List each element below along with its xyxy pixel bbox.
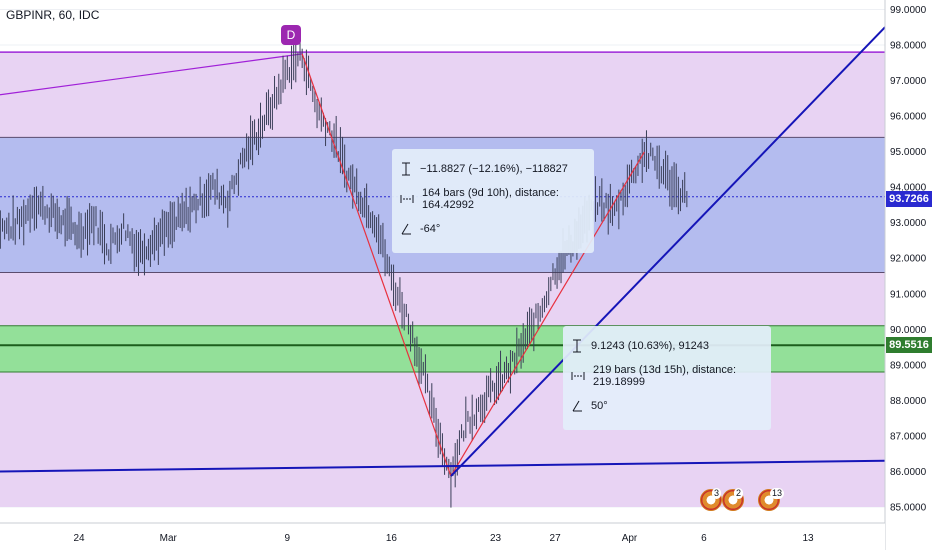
measure2-bars-text: 219 bars (13d 15h), distance: 219.18999 [593, 364, 737, 388]
measure2-bars-row: 219 bars (13d 15h), distance: 219.18999 [563, 361, 771, 391]
measure1-bars-text: 164 bars (9d 10h), distance: 164.42992 [422, 187, 559, 211]
y-tick-label: 89.0000 [890, 360, 927, 371]
x-tick-label: 16 [386, 533, 398, 544]
measure2-price-text: 9.1243 (10.63%), 91243 [591, 340, 710, 352]
y-tick-label: 96.0000 [890, 112, 927, 123]
zone-purple [0, 52, 885, 507]
measurement-box-2: 9.1243 (10.63%), 91243 219 bars (13d 15h… [563, 326, 771, 430]
measure2-angle-text: 50° [591, 400, 608, 412]
measure1-angle-text: -64° [420, 223, 441, 235]
y-tick-label: 90.0000 [890, 325, 927, 336]
dividend-marker[interactable]: D [281, 25, 301, 45]
angle-icon [401, 223, 411, 235]
y-tick-label: 85.0000 [890, 503, 927, 514]
y-tick-label: 95.0000 [890, 147, 927, 158]
x-tick-label: Mar [160, 533, 178, 544]
y-tick-label: 88.0000 [890, 396, 927, 407]
y-tick-label: 86.0000 [890, 467, 927, 478]
price-axis-background [885, 0, 932, 550]
x-tick-label: 27 [550, 533, 562, 544]
price-range-icon [573, 339, 581, 353]
measurement-box-1: −11.8827 (−12.16%), −118827 164 bars (9d… [392, 149, 594, 253]
x-tick-label: Apr [622, 533, 638, 544]
x-tick-label: 13 [802, 533, 814, 544]
measure1-price-text: −11.8827 (−12.16%), −118827 [420, 163, 568, 175]
y-tick-label: 94.0000 [890, 183, 927, 194]
current-price-tag: 93.7266 [886, 191, 932, 207]
measure1-bars-row: 164 bars (9d 10h), distance: 164.42992 [392, 184, 594, 214]
level-price-tag: 89.5516 [886, 337, 932, 353]
time-axis-background [0, 523, 885, 550]
y-tick-label: 97.0000 [890, 76, 927, 87]
y-tick-label: 98.0000 [890, 41, 927, 52]
support-trendline [0, 459, 886, 473]
ascending-trendline [450, 26, 886, 477]
bars-range-icon [571, 372, 585, 380]
x-tick-label: 24 [73, 533, 85, 544]
y-tick-label: 87.0000 [890, 431, 927, 442]
measure1-angle-row: -64° [392, 214, 594, 244]
bars-range-icon [400, 195, 414, 203]
y-tick-label: 93.0000 [890, 218, 927, 229]
event-flag-count: 2 [734, 488, 744, 499]
angle-icon [572, 400, 582, 412]
x-tick-label: 23 [490, 533, 502, 544]
x-tick-label: 6 [701, 533, 707, 544]
event-flag-count: 3 [712, 488, 722, 499]
symbol-title: GBPINR, 60, IDC [6, 8, 100, 22]
purple-trendline [0, 53, 303, 96]
price-range-icon [402, 162, 410, 176]
measure2-price-row: 9.1243 (10.63%), 91243 [563, 326, 771, 361]
measure-line-down [301, 53, 452, 477]
measure-line-up [450, 151, 645, 477]
measure2-angle-row: 50° [563, 391, 771, 421]
y-tick-label: 91.0000 [890, 289, 927, 300]
event-flag-count: 13 [770, 488, 785, 499]
y-tick-label: 92.0000 [890, 254, 927, 265]
x-tick-label: 9 [285, 533, 291, 544]
y-tick-label: 99.0000 [890, 5, 927, 16]
measure1-price-row: −11.8827 (−12.16%), −118827 [392, 149, 594, 184]
